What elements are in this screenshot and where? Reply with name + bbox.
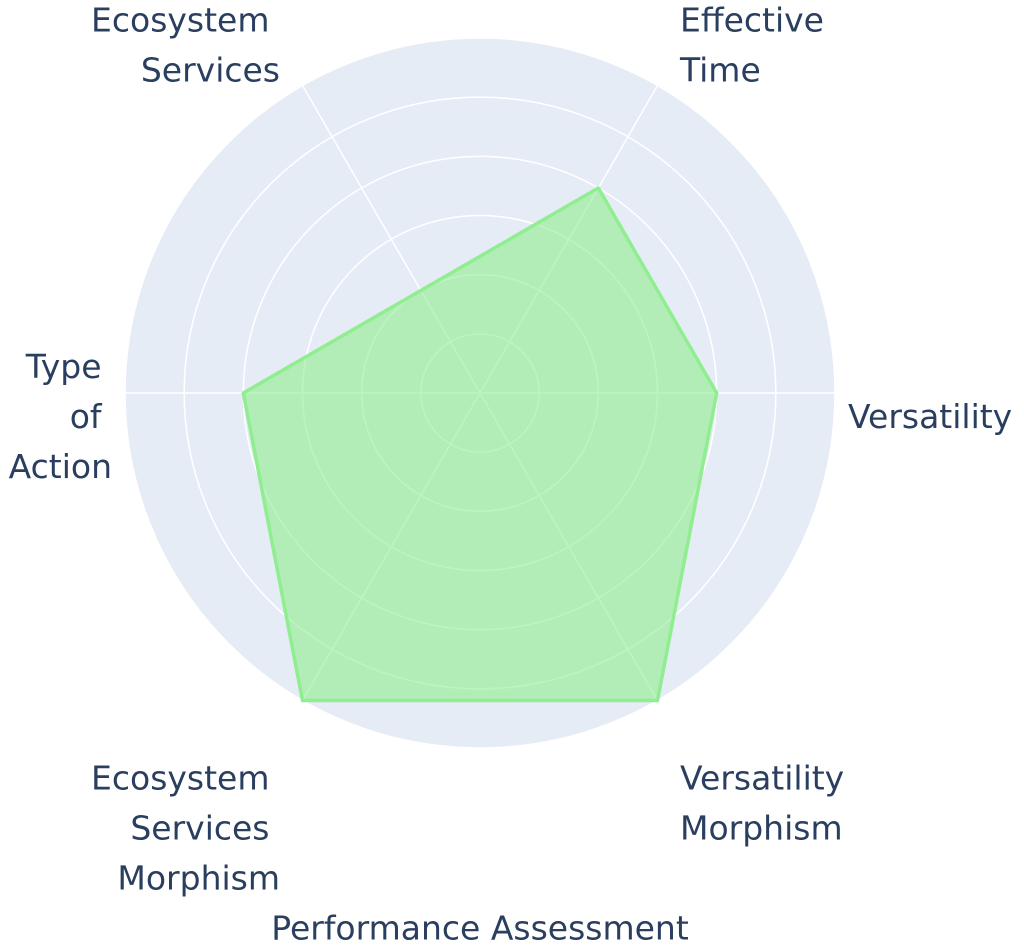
axis-label: Ecosystem Services Morphism <box>91 758 280 897</box>
axis-label-line: Versatility <box>680 758 855 797</box>
axis-label-line: of <box>70 397 112 436</box>
radar-area <box>241 186 719 703</box>
axis-label-line: Ecosystem <box>91 0 280 39</box>
axis-label: Versatility Morphism <box>680 758 855 847</box>
axis-label-line: Services <box>130 808 280 847</box>
axis-label-line: Morphism <box>117 858 280 897</box>
axis-label-line: Morphism <box>680 808 843 847</box>
labels: Versatility Effective Time Ecosystem Servi… <box>9 0 1013 897</box>
marks <box>241 186 719 703</box>
chart-title: Performance Assessment <box>271 909 689 948</box>
axis-label-line: Time <box>679 50 761 89</box>
axis-label: Type of Action <box>9 347 112 486</box>
axis-label-line: Ecosystem <box>91 758 280 797</box>
axis-label-line: Versatility <box>848 397 1012 436</box>
axis-label-line: Effective <box>680 0 834 39</box>
axis-label-line: Action <box>9 447 112 486</box>
axis-label: Ecosystem Services <box>91 0 280 89</box>
axis-label: Versatility <box>848 397 1012 436</box>
axis-label: Effective Time <box>679 0 834 89</box>
axis-label-line: Type <box>25 347 112 386</box>
axis-label-line: Services <box>141 50 280 89</box>
